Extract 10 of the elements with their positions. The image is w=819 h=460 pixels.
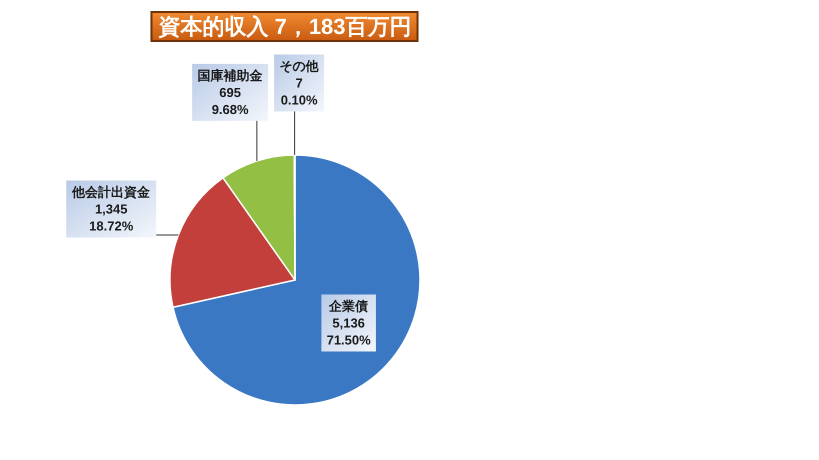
- data-label: 695 9.68%: [212, 84, 250, 117]
- pie-slice: [172, 154, 421, 406]
- data-label: 5,136 71.50%: [326, 315, 372, 348]
- slice-label: 他会計出資金: [71, 184, 152, 200]
- slice-label: 国庫補助金: [198, 68, 264, 83]
- slice-label: その他: [280, 58, 320, 74]
- slice-label: 企業債: [328, 298, 368, 314]
- chart-title: 資本的収入 7，183百万円: [157, 14, 412, 39]
- data-label: 7 0.10%: [280, 76, 318, 108]
- data-label: 1,345 18.72%: [89, 202, 134, 234]
